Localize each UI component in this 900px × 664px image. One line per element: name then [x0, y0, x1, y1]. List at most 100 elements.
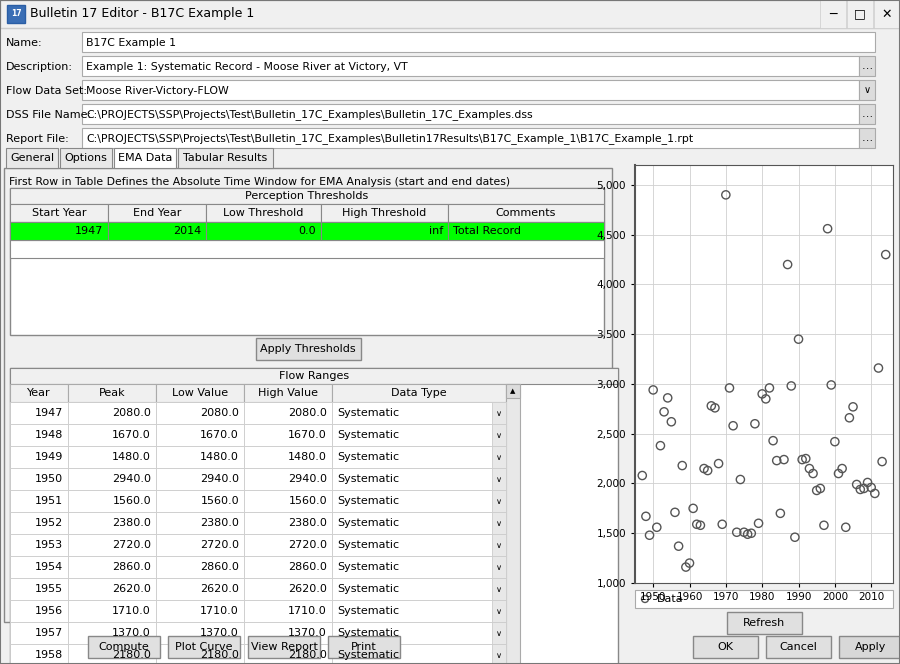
Text: 1956: 1956 — [35, 606, 63, 616]
Text: Systematic: Systematic — [337, 452, 399, 462]
Bar — [82, 128, 859, 148]
Text: ∨: ∨ — [496, 562, 502, 572]
Text: 1560.0: 1560.0 — [112, 496, 151, 506]
Text: Bulletin 17 Editor - B17C Example 1: Bulletin 17 Editor - B17C Example 1 — [30, 7, 254, 21]
Text: Year: Year — [27, 388, 50, 398]
Point — [711, 458, 725, 469]
Bar — [693, 636, 758, 658]
Bar — [88, 636, 160, 658]
Text: 2080.0: 2080.0 — [112, 408, 151, 418]
Bar — [10, 556, 68, 578]
Bar — [10, 240, 604, 258]
Bar — [244, 490, 332, 512]
Text: 1957: 1957 — [35, 628, 63, 638]
Text: 2720.0: 2720.0 — [112, 540, 151, 550]
Point — [646, 384, 661, 395]
Text: 2380.0: 2380.0 — [112, 518, 151, 528]
Bar — [244, 534, 332, 556]
Point — [784, 380, 798, 391]
Text: 1560.0: 1560.0 — [288, 496, 327, 506]
Point — [773, 508, 788, 519]
Bar — [10, 402, 68, 424]
Bar — [492, 512, 506, 534]
Point — [671, 541, 686, 552]
Text: ∨: ∨ — [496, 497, 502, 505]
Bar — [839, 636, 900, 658]
Text: OK: OK — [717, 642, 733, 652]
Point — [806, 468, 820, 479]
Text: ∨: ∨ — [863, 85, 870, 95]
Bar — [168, 636, 240, 658]
Bar — [156, 424, 244, 446]
Point — [693, 520, 707, 531]
Point — [689, 519, 704, 530]
Point — [638, 594, 652, 604]
Text: 2720.0: 2720.0 — [288, 540, 327, 550]
Text: 1670.0: 1670.0 — [288, 430, 327, 440]
Point — [675, 460, 689, 471]
Point — [653, 440, 668, 451]
Text: ✕: ✕ — [882, 7, 892, 21]
Bar — [156, 402, 244, 424]
Bar — [492, 446, 506, 468]
Text: Systematic: Systematic — [337, 430, 399, 440]
Bar — [727, 612, 802, 634]
Bar — [68, 534, 156, 556]
Text: Systematic: Systematic — [337, 474, 399, 484]
Text: Peak: Peak — [99, 388, 125, 398]
Text: Systematic: Systematic — [337, 408, 399, 418]
Text: 2620.0: 2620.0 — [112, 584, 151, 594]
Bar — [68, 402, 156, 424]
Point — [650, 522, 664, 533]
Text: 2080.0: 2080.0 — [288, 408, 327, 418]
Text: Report File:: Report File: — [6, 134, 68, 144]
Point — [748, 418, 762, 429]
Text: Systematic: Systematic — [337, 496, 399, 506]
Point — [817, 520, 832, 531]
Bar — [244, 622, 332, 644]
Text: ∨: ∨ — [496, 651, 502, 659]
Point — [878, 249, 893, 260]
Text: DSS File Name:: DSS File Name: — [6, 110, 91, 120]
Text: …: … — [861, 133, 873, 143]
Text: Cancel: Cancel — [779, 642, 817, 652]
Bar — [332, 578, 506, 600]
Bar — [859, 128, 875, 148]
Text: Refresh: Refresh — [742, 618, 785, 628]
Point — [777, 454, 791, 465]
Bar — [10, 468, 68, 490]
Text: 1958: 1958 — [35, 650, 63, 660]
Point — [864, 482, 878, 493]
Bar — [108, 204, 206, 222]
Bar — [332, 468, 506, 490]
Text: View Report: View Report — [250, 642, 318, 652]
Text: Start Year: Start Year — [32, 208, 86, 218]
Bar — [82, 32, 875, 52]
Bar — [7, 5, 25, 23]
Text: Systematic: Systematic — [337, 540, 399, 550]
Point — [860, 477, 875, 488]
Point — [715, 519, 729, 530]
Bar — [10, 446, 68, 468]
Bar — [332, 622, 506, 644]
Point — [828, 436, 842, 447]
Text: Tabular Results: Tabular Results — [183, 153, 267, 163]
Bar — [492, 468, 506, 490]
Text: 2720.0: 2720.0 — [200, 540, 239, 550]
Text: Low Value: Low Value — [172, 388, 228, 398]
Text: 1560.0: 1560.0 — [201, 496, 239, 506]
Bar — [156, 446, 244, 468]
Point — [875, 456, 889, 467]
Text: 2180.0: 2180.0 — [112, 650, 151, 660]
Text: Comments: Comments — [496, 208, 556, 218]
Text: inf: inf — [428, 226, 443, 236]
Bar — [68, 556, 156, 578]
Point — [664, 416, 679, 427]
Bar — [492, 402, 506, 424]
Bar — [10, 490, 68, 512]
Text: Data Type: Data Type — [392, 388, 446, 398]
Text: 1710.0: 1710.0 — [112, 606, 151, 616]
Point — [857, 483, 871, 494]
Bar — [859, 104, 875, 124]
Text: 1951: 1951 — [35, 496, 63, 506]
